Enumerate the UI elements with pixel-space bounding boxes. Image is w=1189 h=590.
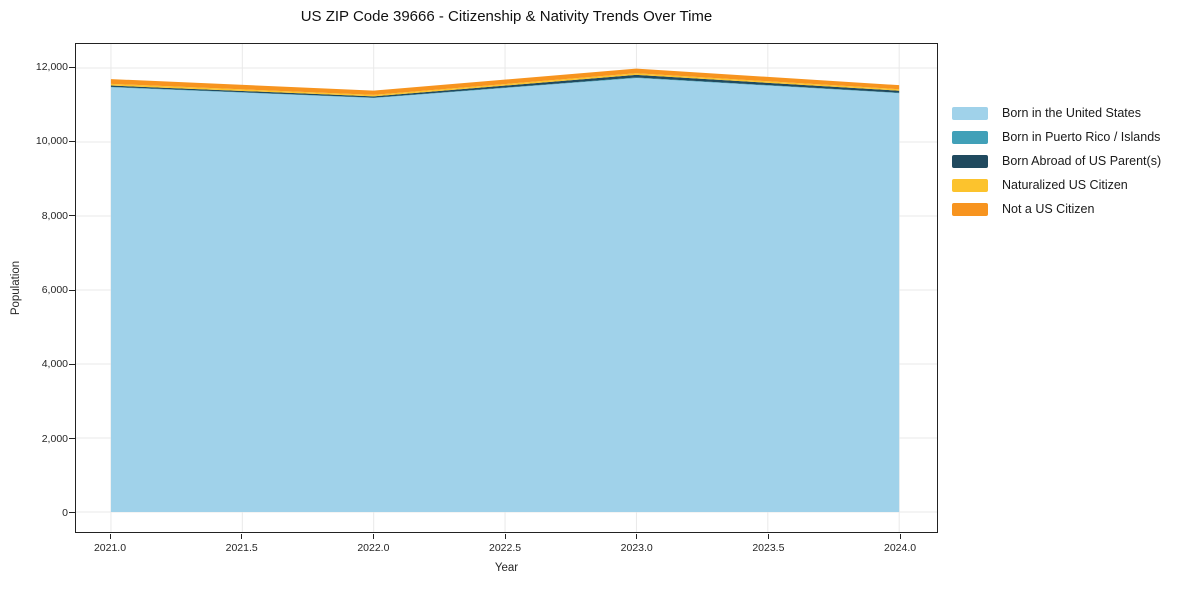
y-tick-label: 2,000 [41, 432, 68, 445]
x-tick-label: 2023.5 [752, 542, 785, 554]
chart-title: US ZIP Code 39666 - Citizenship & Nativi… [300, 8, 713, 25]
y-tick-label: 10,000 [35, 135, 68, 148]
legend-label: Not a US Citizen [1002, 202, 1095, 216]
area-born-abroad-of-us-parent-s [110, 74, 900, 98]
legend-swatch [952, 106, 988, 120]
x-tick-label: 2022.5 [488, 542, 522, 554]
y-tick-label: 12,000 [35, 61, 68, 74]
x-tick-mark [899, 534, 901, 539]
legend-swatch [952, 202, 988, 216]
plot-area [75, 43, 938, 533]
legend-swatch [952, 130, 988, 144]
x-tick-label: 2021.0 [93, 542, 127, 554]
y-tick-label: 8,000 [41, 209, 68, 222]
x-axis-title: Year [494, 562, 519, 574]
x-tick-mark [109, 534, 111, 539]
legend-item-naturalized-us-citizen: Naturalized US Citizen [952, 178, 1161, 192]
x-tick-label: 2021.5 [225, 542, 258, 554]
legend-label: Born Abroad of US Parent(s) [1002, 154, 1162, 168]
legend-item-not-a-us-citizen: Not a US Citizen [952, 202, 1161, 216]
x-tick-label: 2023.0 [620, 542, 653, 554]
area-born-in-puerto-rico-islands [110, 77, 900, 99]
x-tick-label: 2022.0 [357, 542, 390, 554]
area-born-in-the-united-states [110, 78, 900, 513]
y-tick-label: 0 [62, 506, 68, 519]
x-tick-mark [372, 534, 374, 539]
legend-label: Naturalized US Citizen [1002, 178, 1128, 192]
x-tick-mark [636, 534, 638, 539]
area-not-a-us-citizen [110, 68, 900, 95]
x-tick-mark [767, 534, 769, 539]
legend-label: Born in Puerto Rico / Islands [1002, 130, 1161, 144]
legend-swatch [952, 154, 988, 168]
area-naturalized-us-citizen [110, 73, 900, 97]
x-tick-label: 2024.0 [884, 542, 917, 554]
legend-item-born-in-puerto-rico-islands: Born in Puerto Rico / Islands [952, 130, 1161, 144]
y-tick-label: 4,000 [41, 358, 68, 371]
x-tick-mark [241, 534, 243, 539]
legend: Born in the United States Born in Puerto … [952, 106, 1161, 216]
y-axis-title: Population [10, 260, 22, 316]
legend-item-born-in-the-united-states: Born in the United States [952, 106, 1161, 120]
stacked-area-chart-svg [76, 44, 937, 532]
legend-swatch [952, 178, 988, 192]
legend-item-born-abroad-of-us-parent-s: Born Abroad of US Parent(s) [952, 154, 1161, 168]
legend-label: Born in the United States [1002, 106, 1141, 120]
x-tick-mark [504, 534, 506, 539]
